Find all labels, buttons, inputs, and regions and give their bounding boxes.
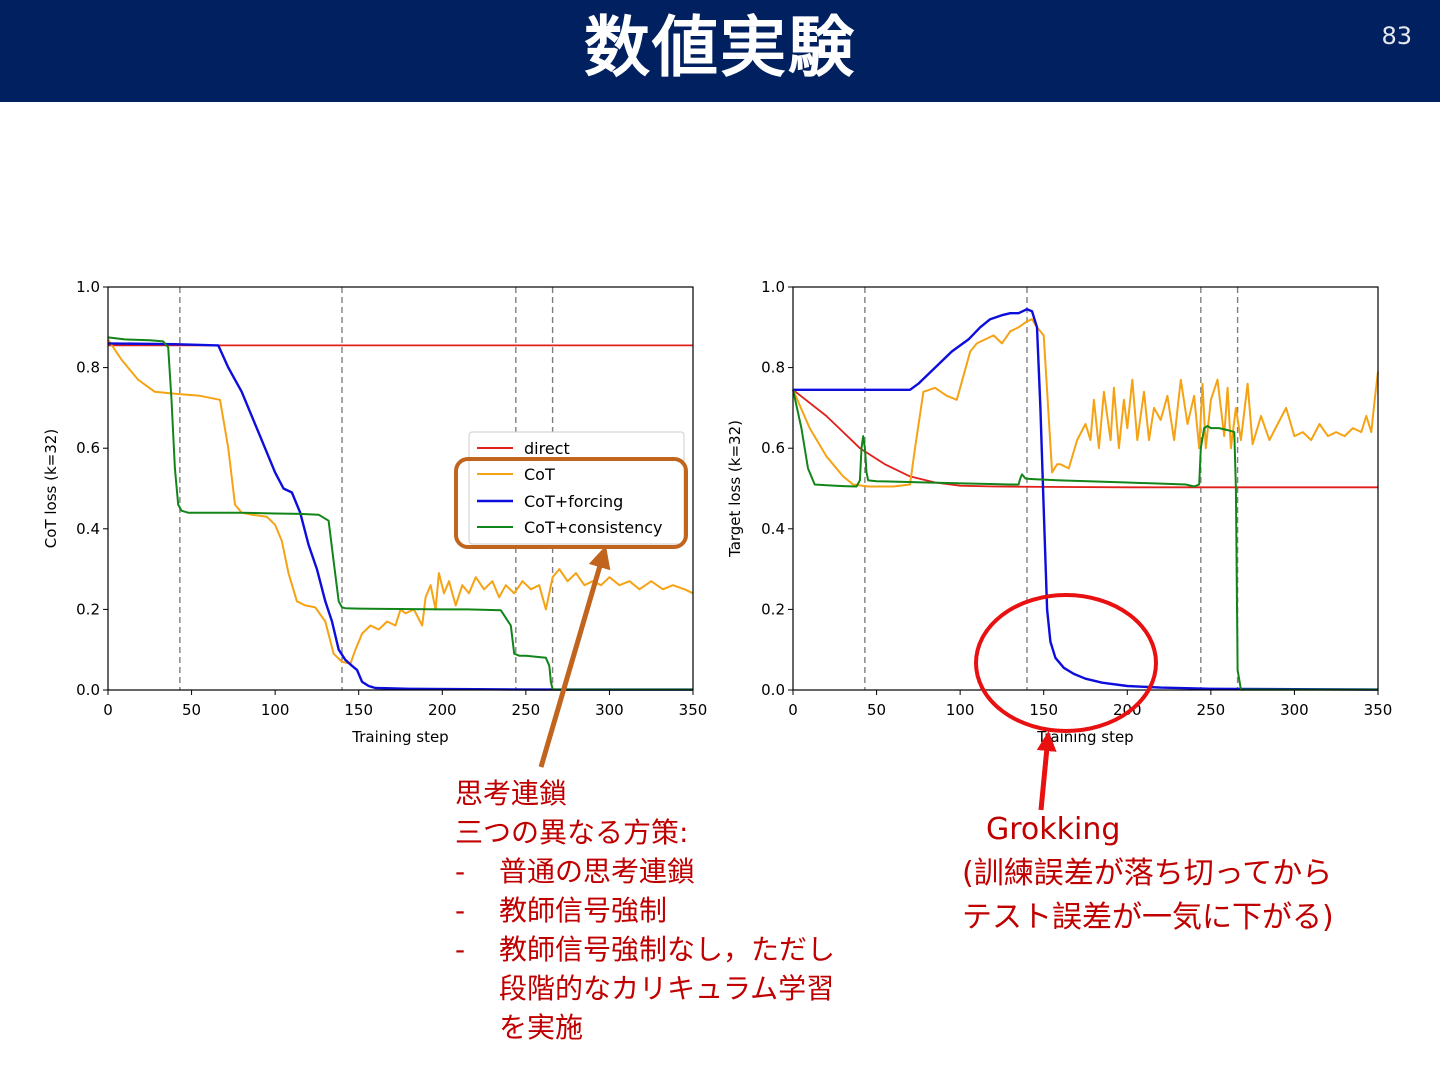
x-tick-label: 0	[103, 701, 113, 719]
y-tick-label: 0.2	[76, 600, 100, 618]
cot-item-curriculum-cont: 段階的なカリキュラム学習	[499, 972, 835, 1005]
grokking-annotation-line: (訓練誤差が落ち切ってから	[962, 856, 1333, 891]
x-tick-label: 300	[595, 701, 624, 719]
series-line-direct	[792, 389, 1378, 489]
series-line-cot	[792, 318, 1379, 488]
grokking-annotation-title: Grokking	[986, 812, 1121, 847]
page-number: 83	[1381, 22, 1412, 50]
bullet-dash: -	[455, 894, 466, 927]
page-title: 数値実験	[584, 9, 856, 86]
legend-highlight-box	[454, 457, 688, 549]
x-axis-label: Training step	[351, 728, 448, 746]
cot-item-forcing: 教師信号強制	[499, 894, 668, 927]
x-tick-label: 150	[1029, 701, 1058, 719]
x-tick-label: 350	[679, 701, 708, 719]
cot-annotation-item: - 教師信号強制	[455, 891, 835, 930]
legend-label-cot: CoT	[524, 465, 555, 484]
cot-item-curriculum: 教師信号強制なし，ただし	[499, 933, 836, 966]
grokking-annotation-line: テスト誤差が一気に下がる)	[962, 900, 1334, 935]
x-tick-label: 250	[512, 701, 541, 719]
x-tick-label: 350	[1364, 701, 1393, 719]
x-tick-label: 50	[867, 701, 886, 719]
series-line-cot-forcing	[793, 308, 1379, 691]
y-tick-label: 0.8	[761, 359, 785, 377]
series-line-cot-consistency	[792, 389, 1378, 691]
legend-label-cot-forcing: CoT+forcing	[524, 492, 623, 511]
bullet-dash: -	[455, 855, 466, 888]
cot-annotation: 思考連鎖 三つの異なる方策: - 普通の思考連鎖 - 教師信号強制 - 教師信号…	[455, 774, 835, 1047]
series-line-cot-consistency	[107, 336, 693, 691]
y-axis-label: CoT loss (k=32)	[42, 429, 60, 548]
series-line-cot	[107, 338, 694, 665]
y-tick-label: 0.6	[76, 439, 100, 457]
y-tick-label: 0.2	[761, 600, 785, 618]
title-bar: 数値実験 83	[0, 0, 1440, 102]
grokking-annotation: Grokking (訓練誤差が落ち切ってから テスト誤差が一気に下がる)	[962, 808, 1334, 940]
x-tick-label: 150	[344, 701, 373, 719]
cot-annotation-item: - 普通の思考連鎖	[455, 852, 835, 891]
x-tick-label: 50	[182, 701, 201, 719]
x-tick-label: 100	[261, 701, 290, 719]
chart-legend: direct CoT CoT+forcing CoT+consistency	[468, 431, 685, 545]
x-tick-label: 200	[428, 701, 457, 719]
plot-frame	[792, 286, 1379, 691]
y-tick-label: 0.6	[761, 439, 785, 457]
x-tick-label: 250	[1197, 701, 1226, 719]
y-tick-label: 0.4	[761, 520, 785, 538]
plot-frame	[107, 286, 694, 691]
x-tick-label: 300	[1280, 701, 1309, 719]
cot-annotation-subtitle: 三つの異なる方策:	[455, 816, 689, 849]
cot-item-curriculum-cont: を実施	[499, 1011, 584, 1044]
cot-annotation-title: 思考連鎖	[455, 777, 568, 810]
legend-label-cot-consistency: CoT+consistency	[524, 518, 663, 537]
y-tick-label: 0.0	[76, 681, 100, 699]
y-tick-label: 0.8	[76, 359, 100, 377]
y-tick-label: 0.4	[76, 520, 100, 538]
cot-annotation-item: - 教師信号強制なし，ただし	[455, 930, 835, 969]
target-loss-chart: 0 50 100 150 200 250 300 3500.00.20.40.60.81.0T…	[726, 278, 1392, 746]
grokking-highlight-circle	[974, 593, 1158, 733]
grokking-callout-arrow	[1036, 731, 1057, 811]
x-tick-label: 100	[946, 701, 975, 719]
bullet-dash: -	[455, 933, 466, 966]
y-tick-label: 1.0	[76, 278, 100, 296]
x-tick-label: 0	[788, 701, 798, 719]
cot-callout-arrow	[538, 545, 611, 768]
y-tick-label: 0.0	[761, 681, 785, 699]
y-axis-label: Target loss (k=32)	[726, 420, 744, 558]
legend-label-direct: direct	[524, 439, 570, 458]
cot-item-standard: 普通の思考連鎖	[499, 855, 696, 888]
series-line-cot-forcing	[107, 342, 693, 691]
y-tick-label: 1.0	[761, 278, 785, 296]
